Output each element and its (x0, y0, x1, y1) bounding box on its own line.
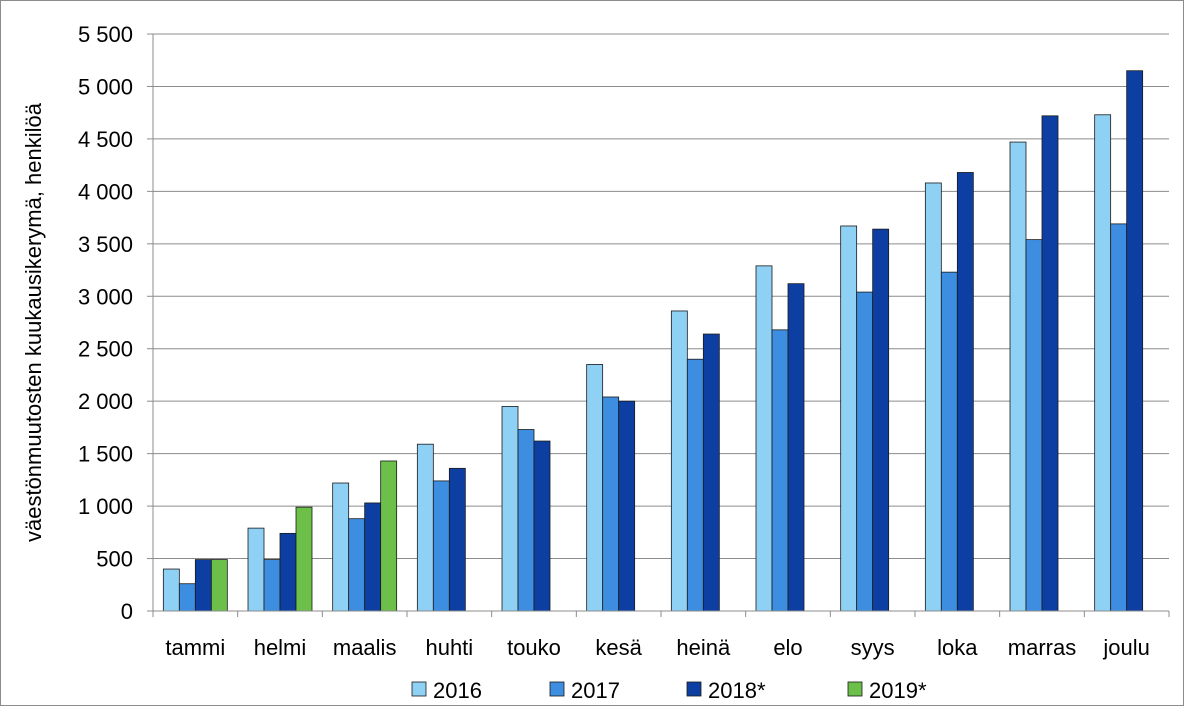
legend-label: 2017 (571, 678, 620, 703)
x-tick-label: loka (937, 635, 978, 660)
bar-2016-marras (1009, 141, 1027, 612)
bars (162, 70, 1144, 612)
bar-2016-tammi (162, 568, 180, 612)
legend-swatch (686, 681, 702, 697)
bar-2017-syys (856, 291, 874, 612)
bar-2018-kesä (618, 400, 636, 612)
bar-2017-touko (517, 429, 535, 612)
x-tick-label: maalis (333, 635, 397, 660)
bar-2016-kesä (586, 364, 604, 612)
bar-2017-maalis (348, 518, 366, 612)
x-tick-label: marras (1008, 635, 1076, 660)
x-tick-label: touko (507, 635, 561, 660)
x-tick-labels: tammi helmi maalis huhti touko kesä heinä elo sy… (152, 611, 1170, 660)
bar-2016-heinä (670, 310, 688, 612)
legend-label: 2018* (708, 678, 766, 703)
bar-2016-touko (501, 406, 519, 612)
y-axis-title: väestönmuutosten kuukausikerymä, henkilö… (21, 102, 46, 542)
bar-2019-tammi (210, 559, 228, 612)
y-tick-label: 1 500 (78, 442, 133, 467)
y-tick-label: 2 500 (78, 337, 133, 362)
y-tick-label: 0 (121, 599, 133, 624)
bar-2018-maalis (364, 502, 382, 612)
bar-2018-tammi (194, 559, 212, 612)
bar-2018-heinä (702, 333, 720, 612)
legend-label: 2019* (869, 678, 927, 703)
legend: 2016 2017 2018* 2019* (411, 678, 927, 703)
bar-2018-helmi (279, 532, 297, 612)
y-tick-label: 3 500 (78, 232, 133, 257)
bar-2017-loka (940, 271, 958, 612)
x-tick-label: joulu (1102, 635, 1149, 660)
bar-2017-huhti (432, 480, 450, 612)
bar-2019-maalis (380, 460, 398, 612)
legend-swatch (411, 681, 427, 697)
bar-2018-marras (1041, 115, 1059, 612)
bar-2018-elo (787, 283, 805, 612)
bar-2016-helmi (247, 527, 265, 612)
bar-2017-helmi (263, 559, 281, 612)
legend-swatch (847, 681, 863, 697)
gridlines (153, 33, 1169, 560)
y-tick-label: 3 000 (78, 284, 133, 309)
y-tick-label: 4 500 (78, 127, 133, 152)
y-tick-label: 4 000 (78, 179, 133, 204)
x-tick-label: heinä (676, 635, 731, 660)
bar-2017-joulu (1110, 223, 1128, 612)
bar-2016-syys (840, 225, 858, 612)
bar-2017-elo (771, 329, 789, 612)
y-tick-label: 2 000 (78, 389, 133, 414)
bar-2016-huhti (416, 443, 434, 612)
x-tick-label: elo (773, 635, 802, 660)
legend-swatch (549, 681, 565, 697)
bar-2017-marras (1025, 239, 1043, 612)
x-tick-label: huhti (425, 635, 473, 660)
x-tick-label: kesä (595, 635, 642, 660)
y-tick-label: 1 000 (78, 494, 133, 519)
y-tick-label: 500 (96, 547, 133, 572)
bar-2018-loka (956, 172, 974, 612)
y-tick-labels: 0 500 1 000 1 500 2 000 2 500 3 000 3 500 4 000 4… (78, 22, 153, 624)
bar-2018-joulu (1126, 70, 1144, 612)
bar-2018-syys (872, 228, 890, 612)
bar-2018-touko (533, 440, 551, 612)
x-tick-label: helmi (254, 635, 307, 660)
bar-2016-joulu (1094, 114, 1112, 612)
bar-2018-huhti (448, 467, 466, 612)
x-tick-label: syys (851, 635, 895, 660)
x-tick-label: tammi (165, 635, 225, 660)
legend-label: 2016 (433, 678, 482, 703)
bar-2017-heinä (686, 358, 704, 612)
y-tick-label: 5 000 (78, 74, 133, 99)
bar-2016-elo (755, 265, 773, 612)
bar-2016-maalis (332, 482, 350, 612)
bar-2016-loka (924, 182, 942, 612)
bar-2017-kesä (602, 396, 620, 612)
y-tick-label: 5 500 (78, 22, 133, 47)
bar-2019-helmi (295, 506, 313, 612)
bar-2017-tammi (178, 583, 196, 612)
